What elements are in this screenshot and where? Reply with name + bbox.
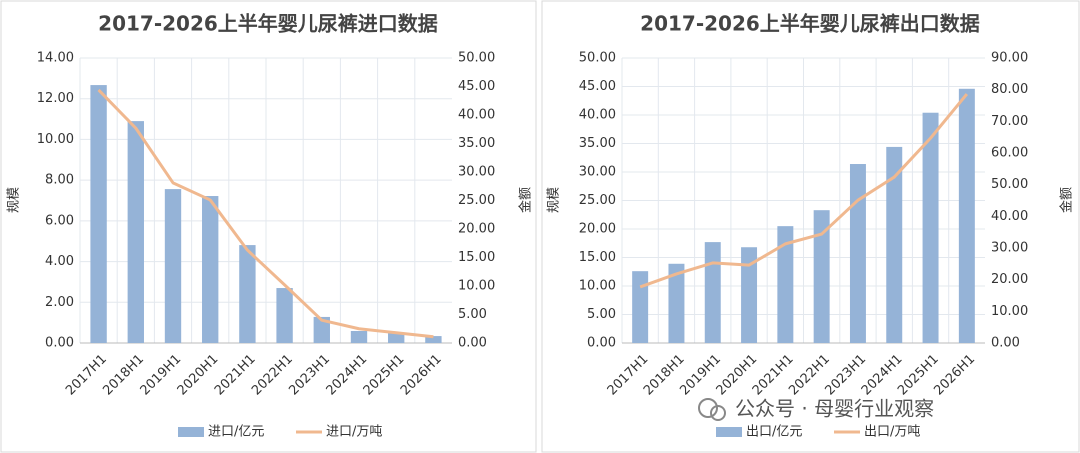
y-tick-label: 45.00	[579, 79, 616, 94]
y-tick-label: 0.00	[45, 336, 74, 351]
y2-tick-label: 50.00	[991, 177, 1028, 192]
y2-tick-label: 30.00	[458, 165, 495, 180]
y2-tick-label: 70.00	[991, 114, 1028, 129]
y-tick-label: 0.00	[587, 336, 616, 351]
bar	[668, 263, 685, 343]
y-tick-label: 35.00	[579, 136, 616, 151]
line	[97, 88, 434, 339]
y-tick-label: 10.00	[579, 279, 616, 294]
y-tick-label: 8.00	[45, 173, 74, 188]
y-tick-label: 6.00	[45, 213, 74, 228]
bar	[388, 333, 405, 343]
y-tick-label: 30.00	[579, 165, 616, 180]
bar	[849, 164, 866, 343]
bar	[777, 226, 794, 343]
y2-axis-label: 金额	[1059, 187, 1075, 213]
left-panel	[0, 0, 537, 453]
bar	[922, 112, 939, 343]
y-tick-label: 4.00	[45, 254, 74, 269]
y-tick-label: 14.00	[37, 51, 74, 66]
bar	[704, 242, 721, 343]
y2-tick-label: 40.00	[991, 209, 1028, 224]
y-tick-label: 20.00	[579, 222, 616, 237]
y-tick-label: 5.00	[587, 307, 616, 322]
y2-axis-label: 金额	[518, 187, 534, 213]
y2-tick-label: 50.00	[458, 51, 495, 66]
legend-label: 进口/万吨	[326, 425, 382, 440]
bar	[886, 146, 903, 343]
legend-label: 进口/亿元	[208, 425, 264, 440]
legend-swatch	[178, 427, 204, 437]
bar	[164, 189, 182, 343]
watermark-icon	[710, 405, 726, 421]
bar	[425, 336, 442, 343]
y-tick-label: 12.00	[37, 91, 74, 106]
bar	[958, 88, 975, 343]
bar	[127, 121, 144, 343]
y2-tick-label: 0.00	[991, 336, 1020, 351]
y-axis-label: 规模	[547, 187, 562, 213]
bar	[276, 288, 293, 343]
bar	[813, 210, 830, 343]
y2-tick-label: 90.00	[991, 51, 1028, 66]
y2-tick-label: 5.00	[458, 307, 487, 322]
y2-tick-label: 60.00	[991, 146, 1028, 161]
right-panel	[541, 0, 1080, 453]
watermark: 公众号 · 母婴行业观察	[735, 397, 934, 421]
bar	[313, 316, 330, 343]
y2-tick-label: 10.00	[991, 304, 1028, 319]
y2-tick-label: 30.00	[991, 241, 1028, 256]
y2-tick-label: 35.00	[458, 136, 495, 151]
y2-tick-label: 45.00	[458, 79, 495, 94]
bar	[632, 271, 649, 343]
y-axis-label: 规模	[7, 187, 22, 213]
watermark-icon	[698, 398, 718, 418]
bar	[350, 330, 368, 343]
y-tick-label: 40.00	[579, 108, 616, 123]
y2-tick-label: 80.00	[991, 82, 1028, 97]
y2-tick-label: 0.00	[458, 336, 487, 351]
legend-label: 出口/亿元	[746, 425, 802, 440]
y-tick-label: 10.00	[37, 132, 74, 147]
bar	[90, 85, 107, 343]
chart-title: 2017-2026上半年婴儿尿裤出口数据	[640, 12, 980, 36]
y-tick-label: 25.00	[579, 193, 616, 208]
bar	[741, 247, 758, 343]
bar	[202, 196, 219, 343]
y2-tick-label: 40.00	[458, 108, 495, 123]
y2-tick-label: 15.00	[458, 250, 495, 265]
y2-tick-label: 25.00	[458, 193, 495, 208]
legend-swatch	[716, 427, 742, 437]
chart-title: 2017-2026上半年婴儿尿裤进口数据	[98, 12, 438, 36]
y2-tick-label: 20.00	[458, 222, 495, 237]
bar	[239, 245, 256, 343]
y-tick-label: 15.00	[579, 250, 616, 265]
legend-label: 出口/万吨	[864, 425, 920, 440]
y2-tick-label: 10.00	[458, 279, 495, 294]
y-tick-label: 50.00	[579, 51, 616, 66]
y-tick-label: 2.00	[45, 295, 74, 310]
y2-tick-label: 20.00	[991, 272, 1028, 287]
line	[639, 93, 969, 289]
